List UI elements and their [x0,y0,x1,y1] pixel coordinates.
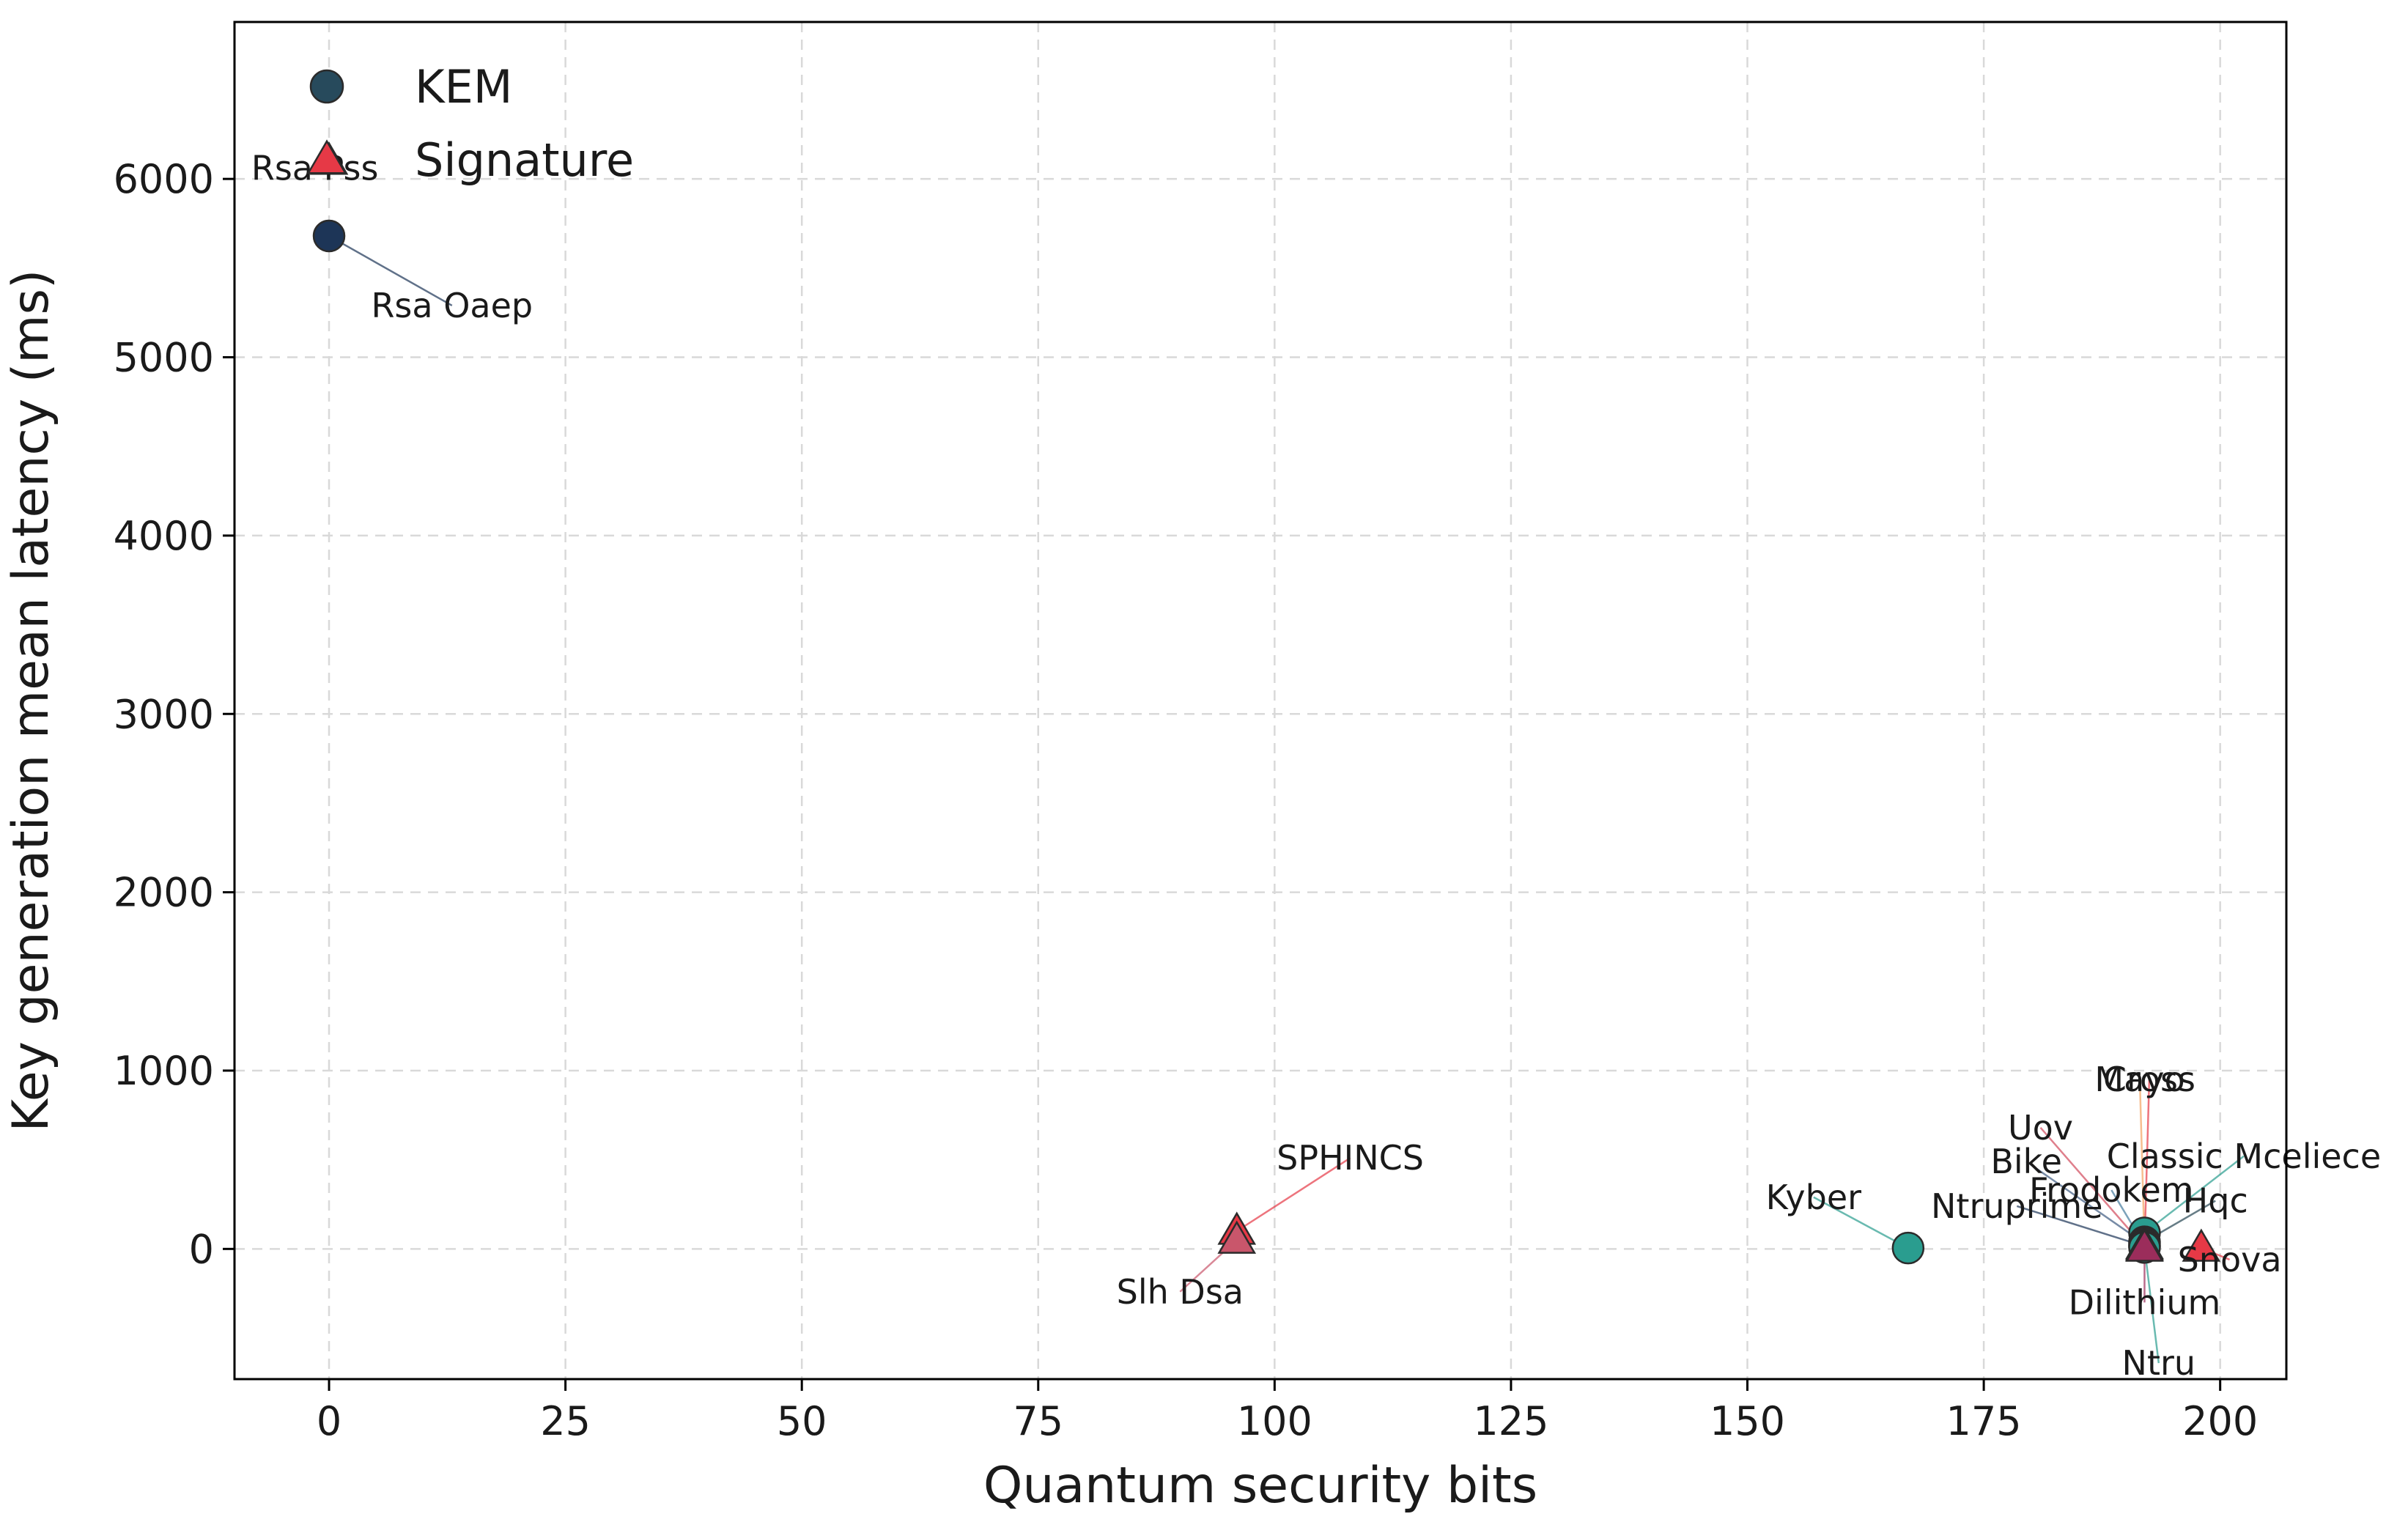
y-tick-label: 3000 [114,691,214,737]
y-tick-label: 4000 [114,513,214,559]
leader-line-sphincs [1236,1157,1351,1233]
x-tick-label: 150 [1710,1398,1785,1444]
y-tick-label: 5000 [114,335,214,381]
legend: KEM Signature [306,60,634,187]
x-tick-label: 175 [1946,1398,2022,1444]
marker-snova [2182,1228,2221,1262]
point-label-rsa-oaep: Rsa Oaep [371,286,533,325]
legend-label-signature: Signature [415,133,634,187]
y-tick-label: 2000 [114,870,214,916]
data-points [309,141,2221,1265]
point-label-snova: Snova [2178,1240,2282,1279]
point-label-frodokem: Frodokem [2029,1170,2194,1210]
axis-ticks: 0 25 50 75 100 125 150 175 200010002000300040005… [114,156,2259,1444]
marker-rsa-oaep [312,219,346,253]
x-tick-label: 75 [1013,1398,1063,1444]
x-tick-label: 125 [1473,1398,1548,1444]
x-tick-label: 0 [317,1398,341,1444]
x-axis-label: Quantum security bits [983,1457,1537,1515]
leader-line-classic-mceliece [2143,1155,2245,1234]
leader-line-bike [2025,1161,2146,1245]
leader-line-rsa-oaep [328,234,453,307]
point-label-dilithium: Dilithium [2069,1282,2221,1322]
point-label-ntru: Ntru [2122,1343,2196,1383]
legend-marker-kem [309,69,344,104]
marker-kyber [1891,1231,1925,1265]
point-label-cross: Cross [2103,1060,2195,1099]
leader-line-uov [2039,1127,2146,1248]
point-label-bike: Bike [1990,1142,2062,1181]
x-tick-label: 200 [2182,1398,2258,1444]
point-label-sphincs: SPHINCS [1277,1138,1424,1178]
marker-dilithium [2125,1228,2164,1262]
x-tick-label: 25 [540,1398,591,1444]
y-tick-label: 6000 [114,156,214,202]
y-tick-label: 0 [189,1226,214,1272]
legend-label-kem: KEM [415,60,512,114]
point-label-classic-mceliece: Classic Mceliece [2107,1137,2381,1176]
grid-lines [234,22,2286,1379]
point-label-slh-dsa: Slh Dsa [1117,1272,1244,1312]
plot-frame [233,21,2288,1381]
point-label-uov: Uov [2008,1108,2073,1148]
legend-marker-signature [306,139,347,174]
point-label-kyber: Kyber [1766,1178,1862,1217]
leader-line-ntruprime [2016,1205,2145,1247]
point-label-mayo: Mayo [2094,1060,2184,1099]
leader-line-ntru [2143,1247,2160,1364]
y-tick-label: 1000 [114,1048,214,1094]
x-tick-label: 50 [777,1398,827,1444]
x-tick-label: 100 [1237,1398,1312,1444]
marker-slh-dsa [1217,1220,1257,1254]
point-label-ntruprime: Ntruprime [1931,1186,2103,1226]
point-label-hqc: Hqc [2183,1181,2248,1221]
y-axis-label: Key generation mean latency (ms) [2,270,60,1132]
leader-line-kyber [1813,1196,1909,1249]
